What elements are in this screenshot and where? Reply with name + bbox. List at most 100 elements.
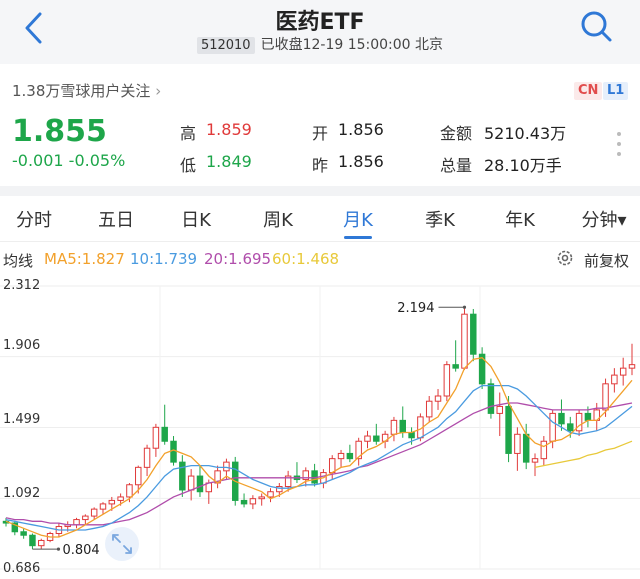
- candle-body: [82, 515, 89, 521]
- forward-adjust-toggle[interactable]: 前复权: [584, 252, 630, 270]
- volume-value: 28.10万手: [484, 156, 562, 175]
- close-time: 已收盘12-19 15:00:00 北京: [260, 37, 444, 53]
- candle-body: [611, 374, 618, 385]
- amount-label: 金额: [440, 124, 473, 143]
- avg-line-label: 均线: [3, 252, 34, 270]
- tab-quarterly-k[interactable]: 季K: [425, 210, 455, 231]
- candle-body: [302, 470, 310, 481]
- candle-body: [126, 484, 133, 498]
- kline-svg: 2.194 0.804: [0, 285, 640, 570]
- tab-yearly-k[interactable]: 年K: [505, 210, 535, 231]
- open-value: 1.856: [338, 120, 384, 139]
- candle-body: [20, 531, 27, 536]
- moving-average-legend: 均线 MA5:1.827 10:1.739 20:1.695 60:1.468 …: [0, 242, 640, 276]
- candle-body: [276, 486, 283, 493]
- market-status: 512010 已收盘12-19 15:00:00 北京: [0, 34, 640, 54]
- candle-body: [196, 475, 204, 493]
- candle-body: [337, 452, 345, 460]
- candle-body: [567, 423, 574, 432]
- top-bar: 医药ETF 512010 已收盘12-19 15:00:00 北京: [0, 0, 640, 64]
- ma5-value: MA5:1.827: [44, 250, 125, 268]
- candle-body: [11, 522, 19, 533]
- y-tick-label: 1.906: [3, 338, 41, 353]
- candle-body: [249, 498, 257, 505]
- ma60-line: [534, 440, 633, 469]
- candle-body: [179, 461, 186, 491]
- candle-body: [390, 419, 398, 435]
- candle-body: [355, 440, 362, 460]
- follower-count-link[interactable]: 1.38万雪球用户关注 ›: [12, 82, 162, 100]
- high-value: 1.859: [206, 120, 252, 139]
- candle-body: [117, 496, 124, 501]
- search-icon[interactable]: [578, 8, 614, 44]
- candle-body: [284, 475, 292, 488]
- min-marker-dot: [56, 547, 61, 551]
- candle-body: [425, 400, 433, 418]
- section-divider: [0, 186, 640, 196]
- candle-body: [478, 353, 486, 385]
- tab-intraday[interactable]: 分时: [16, 210, 52, 231]
- ma20-value: 20:1.695: [204, 250, 272, 268]
- expand-icon-bg: [105, 527, 139, 561]
- tab-monthly-k[interactable]: 月K: [343, 210, 373, 231]
- low-value: 1.849: [206, 152, 252, 171]
- candle-body: [575, 412, 583, 432]
- candle-body: [108, 499, 116, 505]
- open-label: 开: [312, 124, 329, 143]
- candle-body: [496, 405, 503, 414]
- tab-minute[interactable]: 分钟▾: [581, 210, 627, 231]
- candle-body: [602, 383, 609, 411]
- min-price-label: 0.804: [62, 543, 99, 558]
- candle-body: [240, 499, 248, 505]
- candle-body: [328, 458, 336, 474]
- candle-body: [346, 452, 354, 460]
- candle-body: [540, 440, 548, 460]
- max-marker-dot: [462, 305, 467, 309]
- candle-body: [514, 433, 521, 454]
- expand-icon: [112, 534, 132, 554]
- candle-body: [135, 466, 142, 486]
- candle-body: [73, 519, 80, 526]
- candle-body: [408, 432, 415, 439]
- max-price-label: 2.194: [397, 301, 434, 316]
- candle-body: [443, 364, 451, 397]
- more-vertical-icon[interactable]: [616, 131, 622, 157]
- candle-body: [267, 491, 274, 498]
- period-tabs: 分时 五日 日K 周K 月K 季K 年K 分钟▾: [0, 196, 640, 242]
- level-badge-l1[interactable]: L1: [603, 82, 629, 100]
- candle-body: [558, 412, 565, 425]
- market-badge-cn[interactable]: CN: [574, 82, 603, 100]
- quote-panel: 1.38万雪球用户关注 › CN L1 1.855 -0.001 -0.05% …: [0, 64, 640, 186]
- candle-body: [461, 313, 468, 369]
- settings-gear-icon[interactable]: [556, 249, 574, 267]
- tab-weekly-k[interactable]: 周K: [263, 210, 293, 231]
- candle-body: [38, 539, 45, 547]
- chevron-right-icon: ›: [155, 82, 162, 100]
- candle-body: [170, 440, 177, 463]
- candle-body: [29, 534, 36, 547]
- y-tick-label: 2.312: [3, 278, 41, 293]
- kline-chart[interactable]: 2.194 0.804 2.312 1.906 1.499 1.092 0.686: [0, 276, 640, 579]
- ma10-line: [5, 384, 633, 531]
- candle-body: [161, 426, 168, 442]
- active-tab-indicator: [344, 236, 372, 239]
- tab-daily-k[interactable]: 日K: [181, 210, 211, 231]
- candle-body: [258, 496, 265, 500]
- y-tick-label: 1.499: [3, 412, 41, 427]
- tab-five-day[interactable]: 五日: [98, 210, 134, 231]
- candle-body: [487, 383, 495, 414]
- fund-code: 512010: [196, 37, 255, 54]
- candle-body: [187, 475, 195, 491]
- candle-body: [399, 419, 406, 434]
- candle-body: [549, 412, 556, 442]
- volume-label: 总量: [440, 156, 473, 175]
- back-arrow-icon[interactable]: [22, 10, 46, 46]
- candle-body: [531, 458, 539, 463]
- candle-body: [373, 435, 380, 442]
- prev-close-value: 1.856: [338, 152, 384, 171]
- candle-body: [152, 426, 160, 449]
- candle-body: [452, 364, 459, 369]
- candle-body: [619, 367, 627, 376]
- candle-body: [143, 447, 151, 468]
- candle-body: [90, 508, 98, 517]
